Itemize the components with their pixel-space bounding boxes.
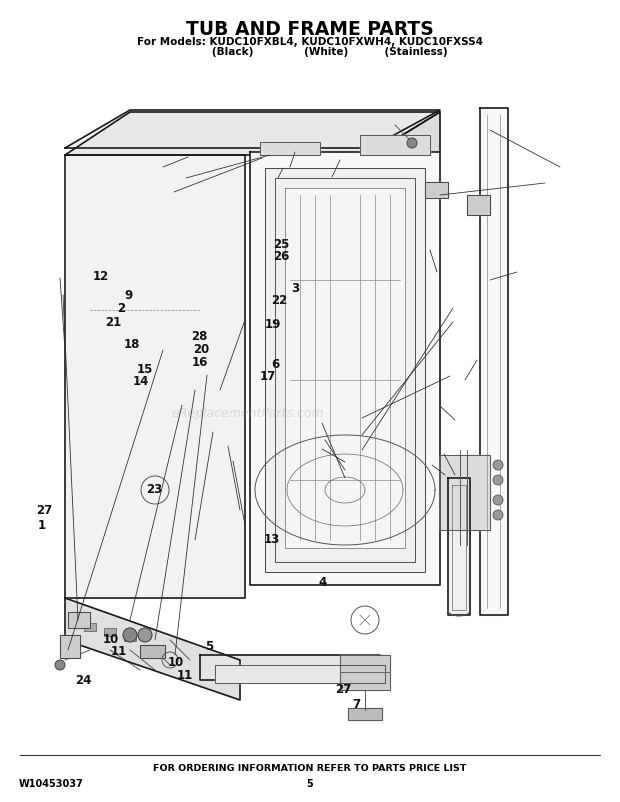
Bar bbox=[104, 628, 116, 636]
Text: 13: 13 bbox=[264, 533, 280, 546]
Polygon shape bbox=[65, 112, 440, 155]
Text: W10453037: W10453037 bbox=[19, 780, 83, 789]
Text: 16: 16 bbox=[192, 356, 208, 369]
Circle shape bbox=[55, 660, 65, 670]
Polygon shape bbox=[348, 708, 382, 720]
Polygon shape bbox=[215, 665, 385, 683]
Polygon shape bbox=[200, 655, 380, 680]
Polygon shape bbox=[467, 195, 490, 215]
Bar bbox=[124, 633, 136, 641]
Text: 25: 25 bbox=[273, 238, 289, 251]
Text: 9: 9 bbox=[124, 289, 133, 302]
Text: 21: 21 bbox=[105, 316, 121, 329]
Text: 6: 6 bbox=[271, 358, 280, 371]
Text: 22: 22 bbox=[271, 294, 287, 307]
Circle shape bbox=[493, 460, 503, 470]
Text: 19: 19 bbox=[265, 318, 281, 330]
Text: eReplacementParts.com: eReplacementParts.com bbox=[172, 407, 324, 419]
Polygon shape bbox=[65, 155, 245, 598]
Text: FOR ORDERING INFORMATION REFER TO PARTS PRICE LIST: FOR ORDERING INFORMATION REFER TO PARTS … bbox=[153, 764, 467, 773]
Text: 28: 28 bbox=[192, 330, 208, 342]
Text: 2: 2 bbox=[117, 302, 125, 315]
Text: 5: 5 bbox=[205, 640, 214, 653]
Text: 10: 10 bbox=[167, 656, 184, 669]
Text: 12: 12 bbox=[93, 270, 109, 283]
Polygon shape bbox=[370, 112, 440, 200]
Text: 15: 15 bbox=[136, 363, 153, 376]
Text: 20: 20 bbox=[193, 343, 210, 356]
Polygon shape bbox=[68, 612, 90, 628]
Text: TUB AND FRAME PARTS: TUB AND FRAME PARTS bbox=[186, 20, 434, 39]
Circle shape bbox=[123, 628, 137, 642]
Bar bbox=[84, 623, 96, 631]
Text: 10: 10 bbox=[103, 633, 119, 646]
Text: 7: 7 bbox=[352, 699, 361, 711]
Polygon shape bbox=[425, 182, 448, 198]
Text: 11: 11 bbox=[177, 669, 193, 682]
Text: 4: 4 bbox=[318, 576, 327, 589]
Text: 27: 27 bbox=[335, 683, 351, 696]
Text: 18: 18 bbox=[124, 338, 140, 351]
Circle shape bbox=[493, 495, 503, 505]
Polygon shape bbox=[65, 598, 240, 700]
Text: 3: 3 bbox=[291, 282, 300, 295]
Polygon shape bbox=[360, 135, 430, 155]
Polygon shape bbox=[60, 635, 80, 658]
Text: For Models: KUDC10FXBL4, KUDC10FXWH4, KUDC10FXSS4: For Models: KUDC10FXBL4, KUDC10FXWH4, KU… bbox=[137, 37, 483, 47]
Circle shape bbox=[493, 510, 503, 520]
Polygon shape bbox=[65, 110, 440, 148]
Text: 11: 11 bbox=[111, 645, 127, 658]
Circle shape bbox=[493, 475, 503, 485]
Polygon shape bbox=[140, 645, 165, 658]
Text: 17: 17 bbox=[260, 371, 276, 383]
Circle shape bbox=[138, 628, 152, 642]
Text: 23: 23 bbox=[146, 483, 162, 496]
Circle shape bbox=[407, 138, 417, 148]
Text: (Black)              (White)          (Stainless): (Black) (White) (Stainless) bbox=[172, 47, 448, 57]
Polygon shape bbox=[340, 655, 390, 690]
Polygon shape bbox=[265, 168, 425, 572]
Polygon shape bbox=[480, 108, 508, 615]
Text: 24: 24 bbox=[76, 674, 92, 687]
Text: 26: 26 bbox=[273, 250, 289, 263]
Text: 1: 1 bbox=[38, 519, 46, 532]
Polygon shape bbox=[440, 455, 490, 530]
Polygon shape bbox=[260, 142, 320, 155]
Polygon shape bbox=[250, 152, 440, 585]
Text: 27: 27 bbox=[37, 504, 53, 517]
Polygon shape bbox=[285, 188, 405, 548]
Polygon shape bbox=[448, 478, 470, 615]
Text: 5: 5 bbox=[307, 780, 313, 789]
Text: 14: 14 bbox=[133, 375, 149, 388]
